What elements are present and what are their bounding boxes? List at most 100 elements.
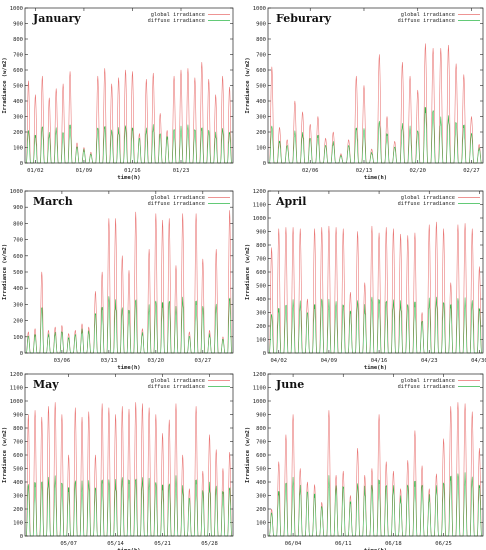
month-title: June	[275, 378, 304, 391]
y-tick-label: 500	[13, 84, 23, 90]
x-tick-label: 05/28	[201, 541, 218, 547]
y-tick-label: 300	[256, 494, 266, 500]
y-tick-label: 1000	[253, 216, 266, 222]
y-tick-label: 300	[256, 115, 266, 121]
legend-global-label: global irradiance	[401, 378, 455, 384]
month-title: January	[32, 12, 81, 25]
y-tick-label: 0	[20, 161, 23, 167]
y-tick-label: 900	[13, 205, 23, 211]
y-tick-label: 200	[256, 324, 266, 330]
month-title: Feburary	[276, 12, 332, 25]
x-tick-label: 05/21	[154, 541, 171, 547]
y-tick-label: 1000	[253, 399, 266, 405]
y-tick-label: 200	[256, 507, 266, 513]
plot-frame	[24, 7, 234, 164]
global-irradiance-line	[25, 61, 233, 164]
y-axis-label: Irradiance (w/m2)	[2, 244, 8, 300]
y-tick-label: 400	[13, 286, 23, 292]
x-tick-label: 01/09	[76, 168, 93, 174]
legend-diffuse-label: diffuse irradiance	[148, 201, 205, 207]
y-tick-label: 100	[256, 338, 266, 344]
x-tick-label: 04/16	[371, 358, 388, 364]
chart-panel-june: 0 100 200 300 400 500 600 700 800 900 1000 1100 1200…	[245, 372, 484, 550]
y-axis-label: Irradiance (w/m2)	[2, 427, 8, 483]
y-tick-label: 800	[13, 221, 23, 227]
y-tick-label: 1000	[10, 399, 23, 405]
x-tick-label: 03/13	[101, 358, 118, 364]
y-tick-label: 0	[20, 351, 23, 357]
x-tick-label: 06/04	[285, 541, 302, 547]
y-tick-label: 400	[256, 297, 266, 303]
x-axis-label: time(h)	[364, 548, 387, 550]
x-axis-label: time(h)	[364, 365, 387, 371]
y-tick-label: 100	[256, 146, 266, 152]
x-tick-label: 04/30	[471, 358, 486, 364]
x-tick-label: 06/11	[335, 541, 352, 547]
y-tick-label: 700	[256, 257, 266, 263]
x-tick-label: 02/13	[356, 168, 373, 174]
y-tick-label: 400	[256, 99, 266, 105]
global-irradiance-line	[25, 402, 233, 537]
legend-global-label: global irradiance	[401, 195, 455, 201]
y-tick-label: 300	[13, 302, 23, 308]
x-axis-label: time(h)	[117, 175, 140, 181]
y-tick-label: 600	[256, 453, 266, 459]
plot-frame	[24, 373, 234, 537]
y-tick-label: 1000	[10, 189, 23, 195]
x-tick-label: 03/20	[148, 358, 165, 364]
y-axis-label: Irradiance (w/m2)	[2, 57, 8, 113]
x-axis-label: time(h)	[117, 548, 140, 550]
y-tick-label: 0	[20, 534, 23, 540]
plot-frame	[267, 373, 484, 537]
y-tick-label: 600	[256, 270, 266, 276]
y-tick-label: 900	[13, 413, 23, 419]
y-tick-label: 1000	[10, 6, 23, 12]
x-tick-label: 03/27	[195, 358, 212, 364]
chart-panel-january: 0 100 200 300 400 500 600 700 800 900 1000 01/02 01/…	[2, 6, 234, 181]
y-tick-label: 300	[256, 311, 266, 317]
x-tick-label: 04/23	[421, 358, 438, 364]
y-tick-label: 100	[13, 146, 23, 152]
y-tick-label: 1100	[253, 203, 266, 209]
y-tick-label: 0	[263, 534, 266, 540]
x-tick-label: 06/25	[435, 541, 452, 547]
x-tick-label: 05/14	[107, 541, 124, 547]
y-tick-label: 800	[13, 37, 23, 43]
plot-frame	[267, 190, 484, 354]
x-tick-label: 03/06	[54, 358, 71, 364]
y-tick-label: 500	[13, 270, 23, 276]
diffuse-irradiance-line	[25, 124, 233, 164]
y-tick-label: 200	[13, 130, 23, 136]
y-tick-label: 600	[13, 254, 23, 260]
legend-global-label: global irradiance	[401, 12, 455, 18]
y-tick-label: 200	[13, 319, 23, 325]
y-axis-label: Irradiance (w/m2)	[245, 427, 251, 483]
y-tick-label: 700	[13, 440, 23, 446]
y-tick-label: 600	[256, 68, 266, 74]
x-tick-label: 01/16	[124, 168, 141, 174]
y-tick-label: 800	[256, 426, 266, 432]
x-tick-label: 02/27	[463, 168, 480, 174]
month-title: March	[33, 195, 73, 208]
y-tick-label: 900	[256, 22, 266, 28]
y-tick-label: 700	[256, 440, 266, 446]
x-axis-label: time(h)	[364, 175, 387, 181]
y-tick-label: 800	[256, 37, 266, 43]
x-tick-label: 02/20	[409, 168, 426, 174]
y-tick-label: 700	[256, 53, 266, 59]
plot-frame	[267, 7, 484, 164]
month-title: April	[275, 195, 306, 208]
y-tick-label: 1200	[253, 189, 266, 195]
y-tick-label: 500	[256, 84, 266, 90]
diffuse-irradiance-line	[268, 296, 483, 354]
month-title: May	[33, 378, 59, 391]
legend-global-label: global irradiance	[151, 12, 205, 18]
x-tick-label: 06/18	[385, 541, 402, 547]
legend-diffuse-label: diffuse irradiance	[148, 18, 205, 24]
legend-global-label: global irradiance	[151, 195, 205, 201]
y-tick-label: 800	[256, 243, 266, 249]
y-tick-label: 900	[13, 22, 23, 28]
y-tick-label: 600	[13, 453, 23, 459]
x-tick-label: 04/02	[270, 358, 287, 364]
global-irradiance-line	[268, 221, 483, 354]
